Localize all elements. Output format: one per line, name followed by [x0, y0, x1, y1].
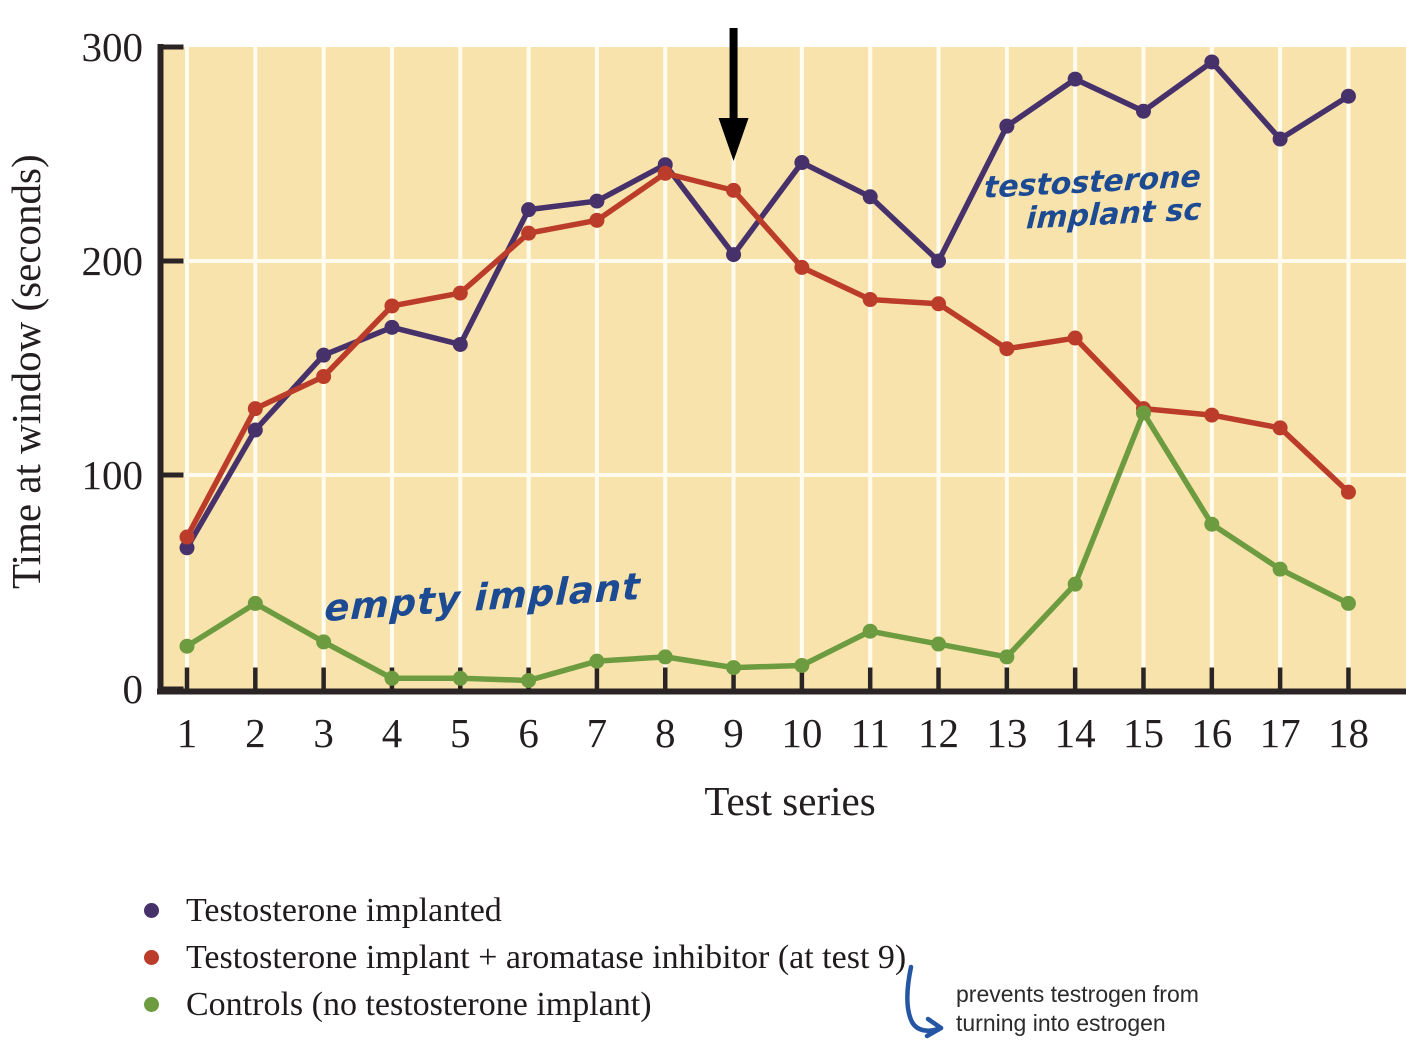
data-point	[452, 336, 468, 352]
x-tick-label: 14	[1055, 710, 1096, 756]
data-point	[452, 285, 468, 301]
x-tick-label: 12	[918, 710, 959, 756]
x-tick-label: 15	[1123, 710, 1164, 756]
y-tick-label: 0	[123, 666, 144, 712]
data-point	[316, 634, 332, 650]
data-point	[657, 649, 673, 665]
aromatase-inhibitor-note: prevents testrogen from turning into est…	[956, 980, 1199, 1038]
x-tick-label: 2	[245, 710, 266, 756]
x-tick-label: 8	[655, 710, 676, 756]
data-point	[931, 296, 947, 312]
data-point	[1135, 103, 1151, 119]
series-testosterone-implanted	[179, 54, 1356, 556]
legend: Testosterone implanted Testosterone impl…	[144, 887, 906, 1028]
handwritten-testosterone-implant-note: testosterone implant sc	[981, 159, 1204, 238]
data-point	[1340, 595, 1356, 611]
legend-item: Testosterone implant + aromatase inhibit…	[144, 934, 906, 981]
data-point	[862, 189, 878, 205]
data-point	[862, 623, 878, 639]
series-controls	[179, 405, 1356, 688]
note-line-1: prevents testrogen from	[956, 981, 1199, 1007]
x-tick-label: 3	[313, 710, 334, 756]
data-point	[1067, 71, 1083, 87]
data-point	[1067, 576, 1083, 592]
data-point	[589, 653, 605, 669]
data-point	[247, 401, 263, 417]
data-point	[1204, 407, 1220, 423]
event-down-arrow	[718, 28, 749, 161]
legend-label: Controls (no testosterone implant)	[186, 985, 652, 1023]
data-point	[1272, 420, 1288, 436]
x-tick-label: 1	[177, 710, 198, 756]
data-point	[931, 636, 947, 652]
data-point	[1272, 131, 1288, 147]
data-point	[999, 649, 1015, 665]
data-point	[247, 595, 263, 611]
data-point	[589, 212, 605, 228]
y-tick-label: 300	[82, 24, 144, 70]
legend-dot-red	[144, 950, 159, 965]
data-point	[384, 298, 400, 314]
plot-area	[158, 47, 1406, 691]
x-tick-label: 13	[986, 710, 1027, 756]
x-tick-label: 11	[850, 710, 889, 756]
data-point	[247, 422, 263, 438]
data-point	[862, 292, 878, 308]
x-tick-label: 9	[723, 710, 744, 756]
data-point	[1340, 484, 1356, 500]
data-point	[931, 253, 947, 269]
data-point	[1204, 516, 1220, 532]
x-tick-label: 18	[1328, 710, 1369, 756]
x-tick-label: 17	[1260, 710, 1301, 756]
data-point	[521, 672, 537, 688]
data-point	[521, 225, 537, 241]
data-point	[1135, 405, 1151, 421]
x-axis-title: Test series	[704, 778, 876, 824]
data-point	[999, 341, 1015, 357]
data-point	[794, 155, 810, 171]
y-tick-label: 200	[82, 238, 144, 284]
legend-item: Controls (no testosterone implant)	[144, 981, 906, 1028]
data-point	[726, 182, 742, 198]
x-tick-label: 16	[1191, 710, 1232, 756]
data-point	[179, 540, 195, 556]
note-line-2: turning into estrogen	[956, 1010, 1166, 1036]
y-axis-title: Time at window (seconds)	[3, 154, 49, 590]
x-tick-label: 10	[781, 710, 822, 756]
x-tick-label: 5	[450, 710, 471, 756]
legend-dot-purple	[144, 903, 159, 918]
x-tick-label: 6	[518, 710, 539, 756]
data-point	[726, 247, 742, 263]
x-tick-label: 7	[587, 710, 608, 756]
data-point	[179, 638, 195, 654]
data-point	[384, 670, 400, 686]
data-point	[452, 670, 468, 686]
legend-label: Testosterone implant + aromatase inhibit…	[186, 938, 907, 976]
handdrawn-elbow-arrow-icon	[905, 964, 944, 1039]
data-point	[384, 319, 400, 335]
data-point	[179, 529, 195, 545]
data-point	[794, 657, 810, 673]
data-point	[316, 347, 332, 363]
data-point	[657, 165, 673, 181]
data-point	[1340, 88, 1356, 104]
series-aromatase-inhibitor	[179, 165, 1356, 545]
data-point	[521, 202, 537, 218]
legend-item: Testosterone implanted	[144, 887, 906, 934]
data-point	[1067, 330, 1083, 346]
y-tick-label: 100	[82, 452, 144, 498]
data-point	[316, 369, 332, 385]
data-point	[1204, 54, 1220, 70]
data-point	[726, 660, 742, 676]
x-tick-label: 4	[382, 710, 403, 756]
data-point	[794, 259, 810, 275]
data-point	[999, 118, 1015, 134]
data-point	[1272, 561, 1288, 577]
data-point	[589, 193, 605, 209]
legend-dot-green	[144, 997, 159, 1012]
legend-label: Testosterone implanted	[186, 891, 502, 929]
